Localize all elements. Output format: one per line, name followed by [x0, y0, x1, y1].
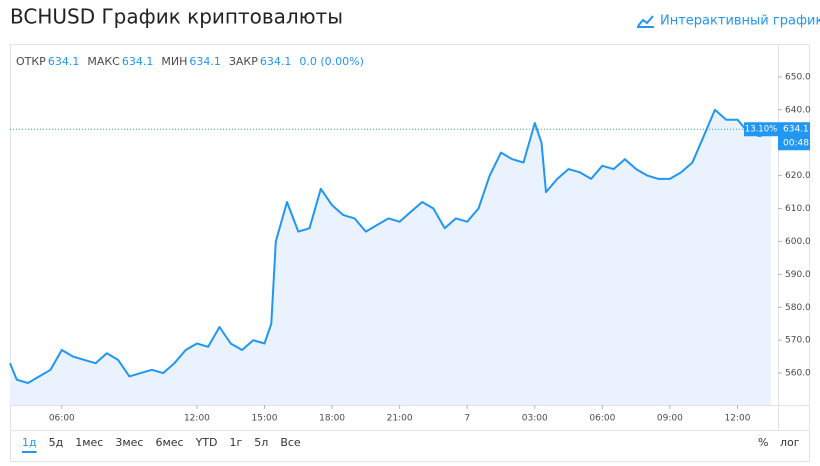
range-button[interactable]: 3мес — [115, 436, 143, 449]
y-tick-label: 610.0 — [785, 204, 811, 214]
range-button[interactable]: 5л — [254, 436, 268, 449]
x-tick-label: 12:00 — [184, 414, 210, 424]
y-tick-label: 620.0 — [785, 171, 811, 181]
legend-label: МИН — [161, 55, 187, 68]
area-fill — [10, 109, 772, 406]
range-button[interactable]: Все — [280, 436, 301, 449]
y-tick-label: 650.0 — [785, 72, 811, 82]
percent-tag — [744, 122, 778, 137]
x-tick-label: 06:00 — [589, 414, 615, 424]
legend-value: 634.1 — [189, 55, 221, 68]
x-tick-label: 03:00 — [522, 414, 548, 424]
x-tick-label: 12:00 — [724, 414, 750, 424]
range-button[interactable]: YTD — [195, 436, 218, 449]
percent-toggle[interactable]: % — [758, 436, 768, 449]
x-tick-label: 09:00 — [657, 414, 683, 424]
price-tag — [778, 122, 810, 151]
legend-value: 634.1 — [260, 55, 292, 68]
x-tick-label: 18:00 — [319, 414, 345, 424]
price-line — [9, 108, 772, 384]
x-tick-label: 06:00 — [49, 414, 75, 424]
x-tick-label: 7 — [464, 414, 470, 424]
range-button[interactable]: 5д — [49, 436, 64, 449]
x-tick-label: 15:00 — [252, 414, 278, 424]
ohlc-legend: ОТКР 634.1 МАКС 634.1 МИН 634.1 ЗАКР 634.1 0.0 (… — [16, 55, 364, 68]
range-button[interactable]: 1г — [230, 436, 243, 449]
legend-label: ОТКР — [16, 55, 46, 68]
x-tick-label: 21:00 — [387, 414, 413, 424]
range-button[interactable]: 1д — [22, 436, 37, 449]
legend-change: 0.0 (0.00%) — [299, 55, 364, 68]
y-tick-label: 590.0 — [785, 270, 811, 280]
percent-tag-text: 13.10% — [745, 125, 777, 135]
range-button[interactable]: 6мес — [155, 436, 183, 449]
legend-label: ЗАКР — [229, 55, 258, 68]
log-toggle[interactable]: лог — [780, 436, 800, 449]
link-text[interactable]: Интерактивный график — [660, 14, 820, 29]
title: BCHUSD График криптовалюты — [10, 5, 343, 29]
toolbar: 1д 5д 1мес 3мес 6мес YTD 1г 5л Все% лог — [22, 436, 800, 453]
legend-value: 634.1 — [122, 55, 154, 68]
y-tick-label: 640.0 — [785, 105, 811, 115]
price-tag-value: 634.1 — [783, 125, 809, 135]
range-button[interactable]: 1мес — [75, 436, 103, 449]
y-tick-label: 580.0 — [785, 303, 811, 313]
y-tick-label: 600.0 — [785, 237, 811, 247]
link-icon — [637, 15, 654, 28]
price-tag-time: 00:48 — [783, 139, 809, 149]
legend-value: 634.1 — [48, 55, 80, 68]
plot: 560.0570.0580.0590.0600.0610.0620.0630.0… — [9, 72, 811, 424]
legend-label: МАКС — [87, 55, 120, 68]
y-tick-label: 560.0 — [785, 369, 811, 379]
y-tick-label: 570.0 — [785, 336, 811, 346]
interactive-link[interactable]: Интерактивный график — [637, 14, 820, 29]
